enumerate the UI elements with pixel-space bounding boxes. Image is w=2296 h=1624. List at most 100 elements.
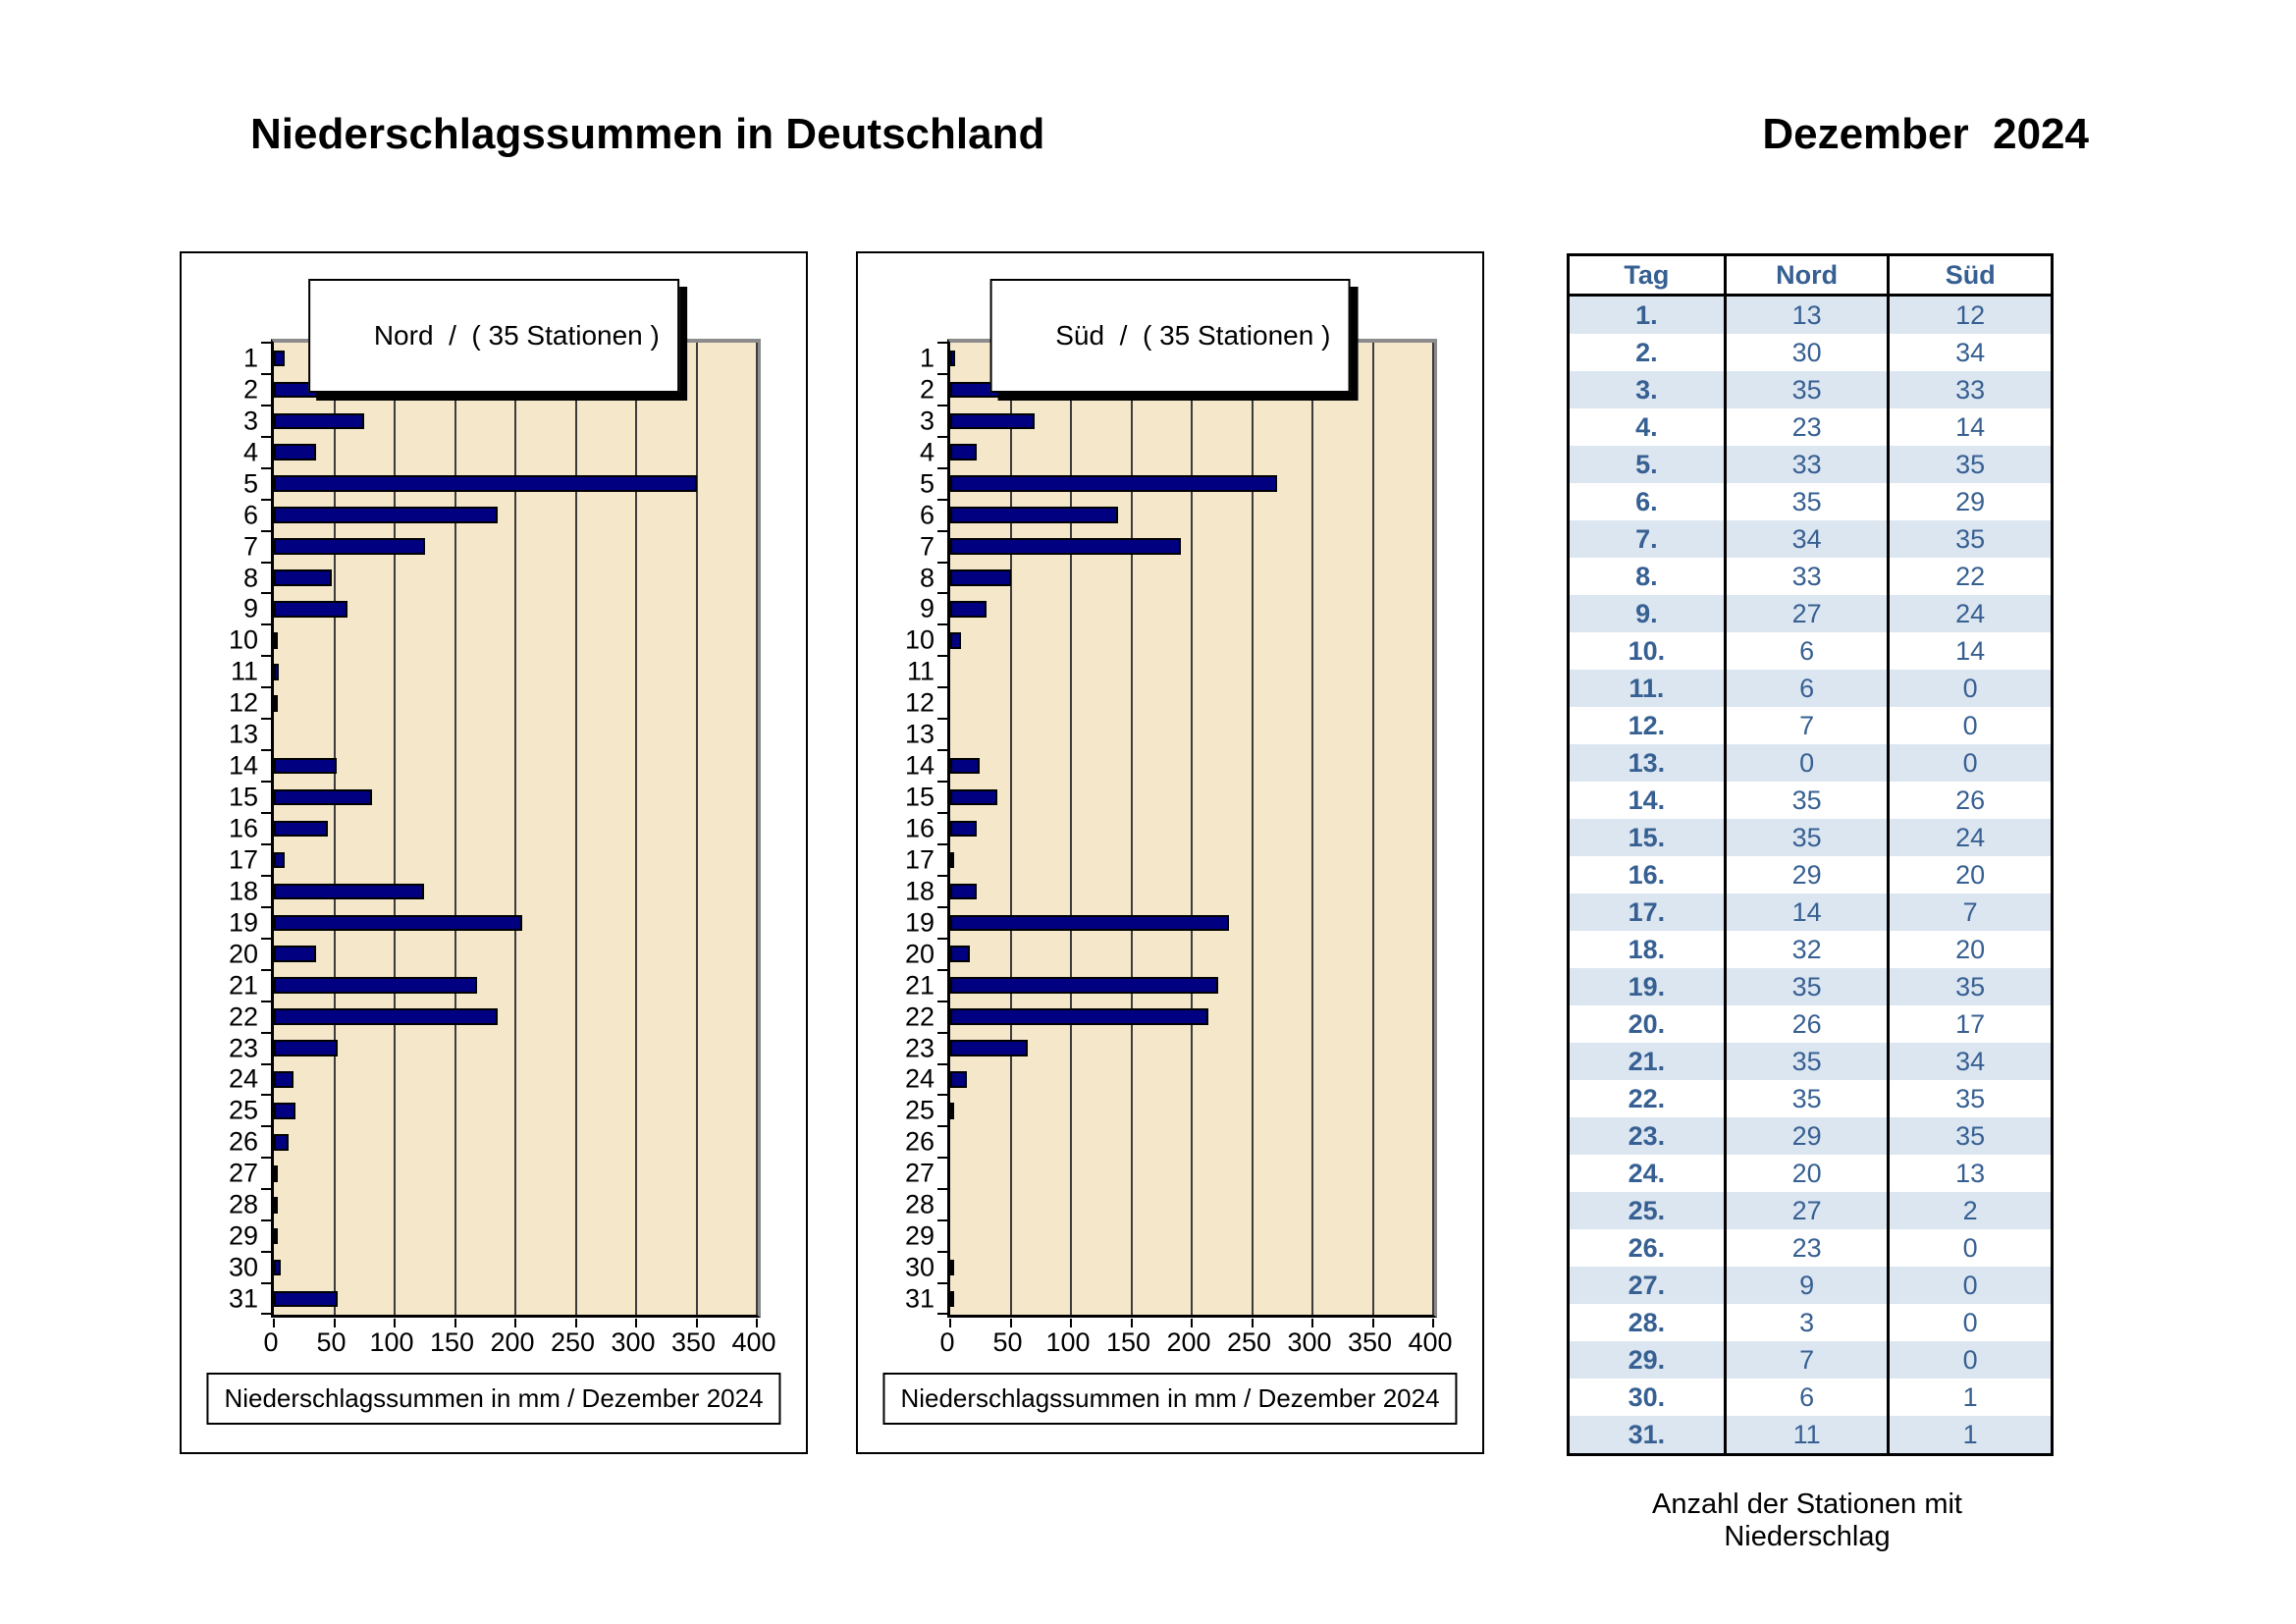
nord-cell: 20 bbox=[1723, 1155, 1888, 1192]
axis-tick bbox=[261, 874, 271, 877]
sued-cell: 0 bbox=[1887, 1304, 2051, 1341]
axis-tick bbox=[937, 529, 947, 532]
table-row: 28. 3 0 bbox=[1570, 1304, 2051, 1341]
axis-tick bbox=[937, 1062, 947, 1065]
chart-title-nord: Nord / ( 35 Stationen ) bbox=[373, 320, 660, 351]
table-row: 23. 29 35 bbox=[1570, 1117, 2051, 1155]
day-label: 25 bbox=[904, 1095, 934, 1125]
x-axis-labels: 0 50 100 150 200 250 300 350 400 bbox=[939, 1327, 1452, 1361]
axis-tick bbox=[937, 623, 947, 626]
axis-tick bbox=[937, 1125, 947, 1128]
day-label: 12 bbox=[904, 687, 934, 718]
x-axis-tick bbox=[635, 1319, 637, 1327]
axis-tick bbox=[261, 404, 271, 406]
day-label: 13 bbox=[228, 719, 258, 749]
bar bbox=[950, 757, 980, 775]
bar bbox=[274, 1164, 278, 1182]
axis-tick bbox=[261, 498, 271, 501]
sued-cell: 35 bbox=[1887, 520, 2051, 558]
y-axis-labels: 1 2 3 4 5 6 7 8 9 10 11 12 13 14 15 16 17 18 19 20 21 22 23 24 2… bbox=[182, 343, 258, 1315]
bar bbox=[274, 1008, 498, 1025]
x-axis-tick bbox=[1070, 1319, 1072, 1327]
nord-cell: 35 bbox=[1723, 1080, 1888, 1117]
day-label: 10 bbox=[904, 624, 934, 655]
bar bbox=[274, 1103, 296, 1119]
nord-cell: 11 bbox=[1723, 1416, 1888, 1453]
sued-cell: 0 bbox=[1887, 707, 2051, 744]
nord-cell: 27 bbox=[1723, 595, 1888, 632]
x-axis-tick bbox=[756, 1319, 758, 1327]
day-label: 1 bbox=[242, 343, 258, 373]
day-label: 31 bbox=[904, 1283, 934, 1314]
table-row: 3. 35 33 bbox=[1570, 371, 2051, 408]
day-cell: 21. bbox=[1628, 1047, 1666, 1076]
bar bbox=[274, 632, 278, 649]
day-label: 8 bbox=[242, 563, 258, 593]
axis-tick bbox=[261, 655, 271, 658]
header-nord: Nord bbox=[1723, 256, 1888, 294]
table-row: 17. 14 7 bbox=[1570, 893, 2051, 931]
axis-tick bbox=[937, 1251, 947, 1254]
bar bbox=[274, 883, 424, 900]
x-tick-label: 200 bbox=[490, 1327, 535, 1357]
table-row: 16. 29 20 bbox=[1570, 856, 2051, 893]
bar bbox=[274, 444, 317, 461]
chart-title-box: Süd / ( 35 Stationen ) bbox=[989, 279, 1351, 393]
x-axis-tick bbox=[394, 1319, 396, 1327]
axis-tick bbox=[261, 1062, 271, 1065]
table-row: 26. 23 0 bbox=[1570, 1229, 2051, 1267]
day-cell: 26. bbox=[1628, 1233, 1666, 1263]
chart-panel-sued: Süd / ( 35 Stationen ) 1 2 3 4 5 6 7 8 9 10 11 12 13… bbox=[856, 251, 1484, 1454]
day-label: 17 bbox=[904, 844, 934, 875]
nord-cell: 30 bbox=[1723, 334, 1888, 371]
nord-cell: 35 bbox=[1723, 819, 1888, 856]
day-cell: 19. bbox=[1628, 972, 1666, 1001]
x-tick-label: 250 bbox=[1226, 1327, 1272, 1357]
sued-cell: 35 bbox=[1887, 1080, 2051, 1117]
table-row: 15. 35 24 bbox=[1570, 819, 2051, 856]
day-label: 7 bbox=[242, 531, 258, 562]
bar bbox=[950, 851, 954, 869]
x-axis-tick bbox=[1251, 1319, 1254, 1327]
day-label: 2 bbox=[242, 374, 258, 405]
day-cell: 23. bbox=[1628, 1121, 1666, 1151]
x-axis-tick bbox=[1432, 1319, 1434, 1327]
day-label: 9 bbox=[242, 593, 258, 623]
axis-tick bbox=[261, 1157, 271, 1160]
sued-cell: 20 bbox=[1887, 931, 2051, 968]
nord-cell: 6 bbox=[1723, 670, 1888, 707]
nord-cell: 3 bbox=[1723, 1304, 1888, 1341]
day-label: 10 bbox=[228, 624, 258, 655]
x-tick-label: 350 bbox=[1347, 1327, 1393, 1357]
plot-area bbox=[261, 339, 761, 1327]
day-label: 23 bbox=[228, 1033, 258, 1063]
axis-tick bbox=[937, 372, 947, 375]
axis-tick bbox=[261, 812, 271, 815]
bar bbox=[950, 350, 955, 367]
x-axis-tick bbox=[454, 1319, 456, 1327]
bar bbox=[274, 1196, 278, 1214]
day-cell: 8. bbox=[1635, 562, 1658, 591]
axis-tick bbox=[261, 372, 271, 375]
axis-tick bbox=[937, 466, 947, 469]
day-cell: 2. bbox=[1635, 338, 1658, 367]
gridline bbox=[1311, 343, 1313, 1315]
chart-caption-box: Niederschlagssummen in mm / Dezember 202… bbox=[206, 1373, 781, 1425]
axis-tick bbox=[261, 937, 271, 940]
sued-cell: 0 bbox=[1887, 744, 2051, 782]
chart-caption-nord: Niederschlagssummen in mm / Dezember 202… bbox=[224, 1383, 764, 1413]
x-axis-tick bbox=[333, 1319, 336, 1327]
nord-cell: 35 bbox=[1723, 968, 1888, 1005]
bar bbox=[274, 946, 317, 963]
day-label: 29 bbox=[904, 1220, 934, 1251]
bar bbox=[274, 788, 372, 806]
bar bbox=[950, 820, 978, 838]
axis-tick bbox=[261, 781, 271, 784]
table-row: 21. 35 34 bbox=[1570, 1043, 2051, 1080]
axis-tick bbox=[937, 435, 947, 438]
bar bbox=[274, 507, 498, 523]
day-cell: 24. bbox=[1628, 1159, 1666, 1188]
axis-tick bbox=[937, 718, 947, 721]
gridline bbox=[1070, 343, 1072, 1315]
axis-tick bbox=[261, 561, 271, 564]
